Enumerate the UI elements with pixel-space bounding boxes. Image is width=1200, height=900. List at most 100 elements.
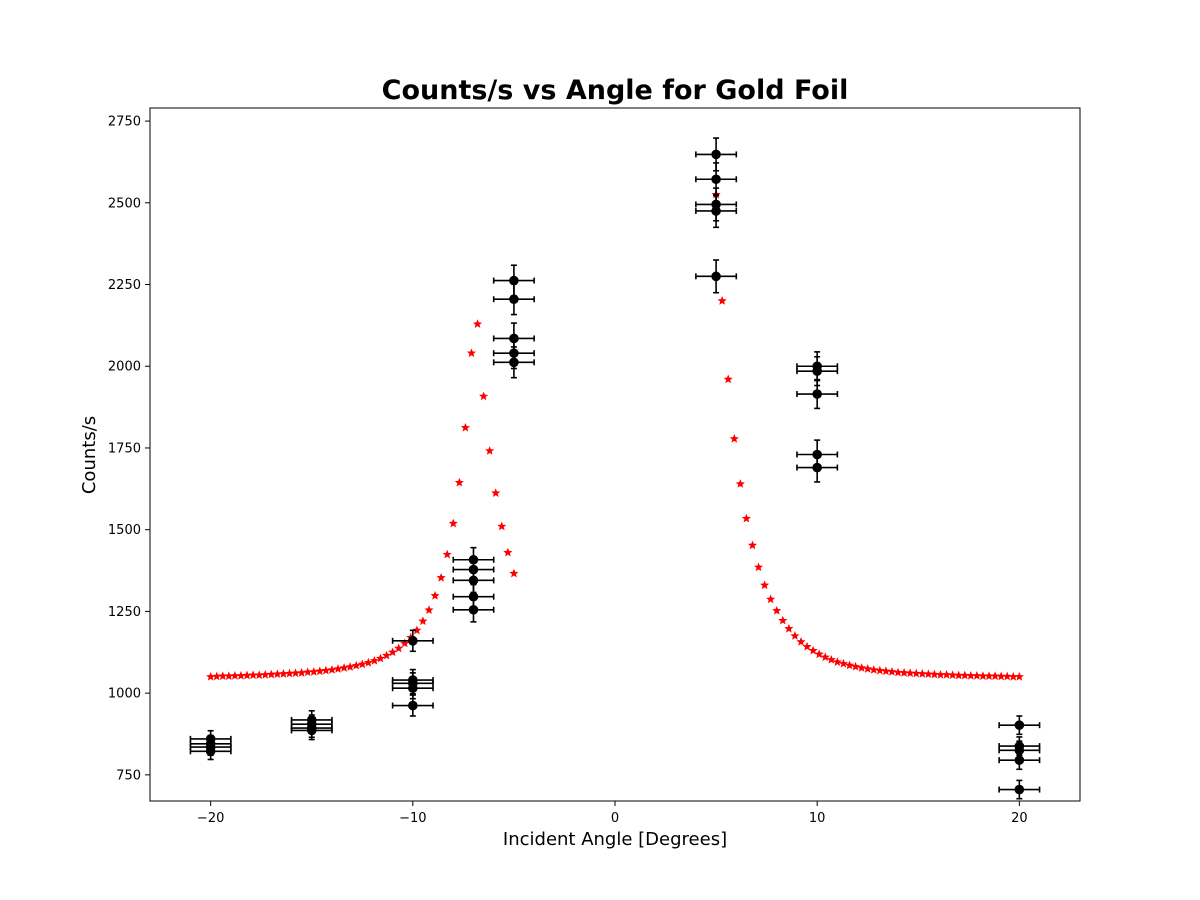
measured-point: [998, 750, 1041, 771]
model-point: [917, 669, 927, 678]
measured-marker: [408, 700, 418, 711]
measured-marker: [509, 294, 519, 305]
model-point: [509, 568, 519, 578]
measured-point: [189, 742, 232, 761]
model-point: [966, 671, 976, 680]
model-point: [838, 658, 849, 668]
model-point: [297, 668, 307, 677]
measured-marker: [468, 591, 479, 602]
measured-point: [391, 694, 434, 717]
model-point: [814, 649, 824, 659]
model-point: [935, 670, 946, 679]
model-point: [206, 671, 216, 681]
x-tick-label: −20: [197, 811, 224, 826]
model-point: [503, 547, 513, 557]
model-point: [990, 671, 1000, 681]
model-point: [472, 319, 483, 328]
model-point: [284, 668, 295, 678]
model-point: [485, 446, 495, 455]
measured-marker: [509, 357, 519, 368]
model-point: [960, 670, 970, 680]
measured-marker: [306, 725, 317, 736]
measured-marker: [1014, 784, 1025, 795]
model-point: [466, 348, 477, 358]
y-tick-label: 1250: [108, 605, 141, 620]
model-point: [345, 662, 355, 671]
model-point: [996, 671, 1006, 681]
model-point: [881, 666, 891, 676]
measured-point: [796, 378, 839, 410]
model-point: [260, 670, 270, 679]
measured-point: [998, 715, 1041, 736]
model-point: [923, 669, 933, 679]
plot-area: [189, 137, 1041, 800]
model-point: [436, 572, 446, 582]
model-point: [224, 671, 234, 681]
measured-marker: [711, 174, 721, 185]
model-point: [278, 669, 288, 678]
model-point: [802, 641, 812, 651]
model-point: [236, 671, 246, 680]
measured-point: [391, 676, 434, 700]
measured-marker: [408, 683, 418, 694]
y-tick-label: 2250: [108, 278, 141, 293]
model-point: [327, 665, 337, 674]
model-point: [1014, 671, 1024, 681]
model-point: [796, 637, 806, 646]
measured-point: [796, 355, 839, 387]
model-point: [723, 374, 733, 384]
measured-marker: [711, 271, 721, 282]
model-point: [266, 669, 276, 679]
model-point: [772, 605, 782, 615]
model-point: [1002, 671, 1012, 681]
measured-marker: [468, 575, 479, 586]
model-point: [954, 670, 964, 680]
model-point: [248, 670, 258, 680]
measured-marker: [812, 462, 822, 473]
model-point: [760, 580, 770, 590]
y-axis-label: Counts/s: [79, 416, 100, 494]
model-point: [778, 615, 788, 625]
model-point: [303, 667, 313, 677]
y-tick-label: 2500: [108, 196, 141, 211]
model-point: [826, 654, 836, 664]
model-point: [784, 623, 794, 633]
measured-marker: [812, 366, 822, 376]
y-tick-label: 1000: [108, 687, 141, 702]
model-point: [254, 670, 264, 680]
model-point: [430, 590, 440, 600]
model-point: [832, 657, 842, 666]
y-tick-label: 750: [116, 768, 141, 783]
measured-point: [695, 259, 738, 294]
model-point: [753, 562, 764, 572]
measured-marker: [408, 636, 418, 646]
model-point: [844, 660, 855, 670]
measured-point: [796, 452, 839, 483]
measured-point: [452, 567, 495, 594]
model-point: [875, 665, 885, 675]
model-point: [454, 477, 464, 487]
model-point: [911, 668, 921, 678]
model-point: [291, 668, 301, 678]
model-point: [448, 518, 458, 528]
model-point: [242, 670, 252, 680]
measured-point: [695, 193, 738, 229]
model-point: [394, 643, 404, 653]
measured-marker: [711, 149, 721, 160]
model-point: [766, 594, 776, 604]
y-tick-label: 2000: [108, 360, 141, 375]
model-point: [863, 664, 873, 673]
axes: −20 −10 0 10 20 750 1000 1250 1500 1750 2000 2250 25…: [108, 115, 1028, 826]
model-point: [212, 671, 222, 681]
model-point: [747, 540, 758, 550]
model-point: [363, 657, 373, 667]
model-point: [418, 616, 428, 626]
model-point: [412, 625, 422, 635]
model-point: [491, 488, 501, 497]
model-point: [369, 655, 379, 665]
model-point: [333, 664, 343, 673]
model-point: [893, 667, 903, 677]
measured-marker: [711, 206, 721, 216]
y-tick-label: 1500: [108, 523, 141, 538]
